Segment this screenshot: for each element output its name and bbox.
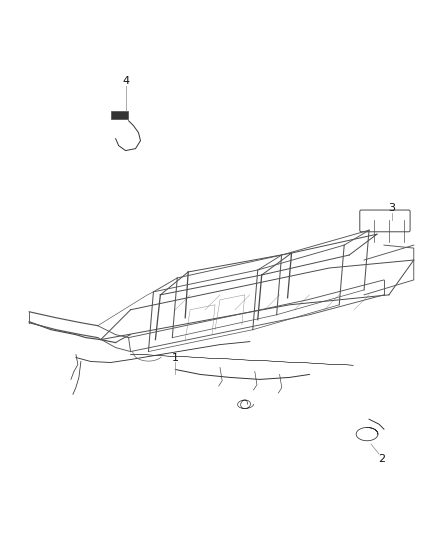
FancyBboxPatch shape [360,210,410,232]
Text: 4: 4 [122,76,129,86]
Text: 1: 1 [172,352,179,362]
Bar [111,111,128,119]
Text: 2: 2 [378,454,385,464]
Text: 3: 3 [389,203,396,213]
